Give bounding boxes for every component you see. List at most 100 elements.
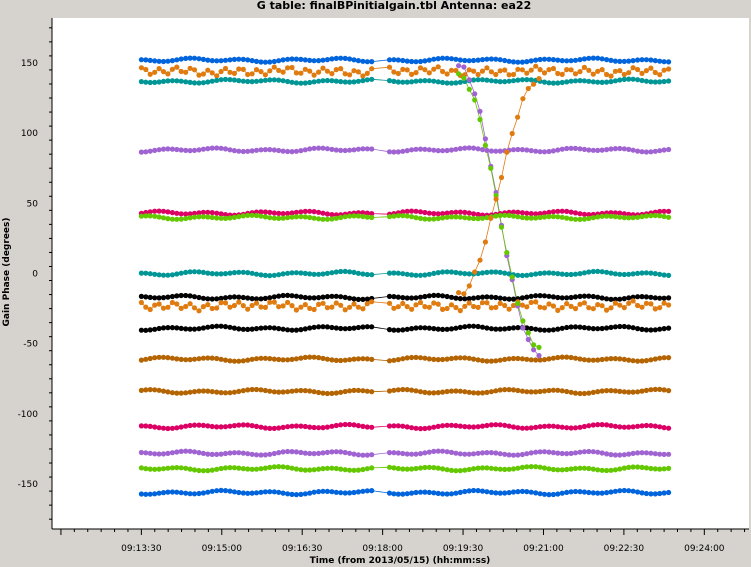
data-point <box>165 325 171 331</box>
data-point <box>466 67 472 73</box>
data-point <box>564 271 570 278</box>
data-point <box>214 488 220 494</box>
data-point <box>617 452 623 458</box>
data-point <box>364 146 370 152</box>
data-point <box>391 213 397 219</box>
data-point <box>502 422 508 428</box>
data-point <box>196 294 202 301</box>
data-point <box>626 357 632 363</box>
y-tick-label: 100 <box>21 129 38 139</box>
data-point <box>169 66 175 72</box>
data-point <box>169 78 175 84</box>
data-point <box>604 325 610 331</box>
data-point <box>404 491 410 497</box>
data-point <box>249 148 255 154</box>
data-point <box>298 70 304 76</box>
data-point <box>329 357 335 363</box>
data-point <box>595 68 601 74</box>
data-point <box>409 326 415 332</box>
data-point <box>227 465 233 471</box>
data-point <box>222 146 229 152</box>
data-point <box>187 55 193 61</box>
data-point <box>426 210 432 216</box>
data-point <box>426 78 432 84</box>
data-point <box>431 424 437 430</box>
data-point <box>391 465 397 471</box>
data-point <box>643 465 650 471</box>
data-point <box>533 464 539 470</box>
data-point <box>635 464 641 470</box>
data-point <box>409 58 415 65</box>
data-point <box>156 387 162 393</box>
data-point <box>595 490 601 496</box>
data-point <box>205 214 211 220</box>
data-point <box>612 356 619 362</box>
data-point <box>493 78 499 84</box>
data-point <box>506 423 512 429</box>
data-point <box>572 324 579 330</box>
data-point <box>462 389 468 395</box>
data-point <box>360 452 366 458</box>
data-point <box>160 466 167 472</box>
data-point <box>666 208 672 214</box>
data-point <box>245 71 251 78</box>
data-point <box>369 211 375 217</box>
data-point <box>338 466 344 472</box>
data-point <box>262 209 268 215</box>
data-point <box>479 450 486 456</box>
data-point <box>249 326 255 332</box>
data-point <box>541 293 548 299</box>
data-point <box>510 355 517 362</box>
data-point <box>293 327 299 333</box>
y-tick-label: 0 <box>32 270 38 280</box>
data-point <box>568 303 574 309</box>
data-point <box>342 388 348 395</box>
data-point <box>231 270 237 276</box>
data-point <box>302 326 308 332</box>
data-point <box>621 296 627 302</box>
data-point <box>302 214 308 220</box>
data-point <box>196 269 202 275</box>
data-point <box>240 56 246 63</box>
data-point <box>568 78 574 84</box>
data-point <box>307 68 313 74</box>
data-point <box>214 389 220 395</box>
data-point <box>249 386 255 393</box>
data-point <box>444 388 450 395</box>
data-point <box>572 425 579 431</box>
data-point <box>200 490 206 496</box>
data-point <box>590 215 596 221</box>
data-point <box>138 65 144 71</box>
data-point <box>652 79 658 85</box>
data-point <box>200 146 206 152</box>
data-point <box>479 390 486 396</box>
data-point <box>533 357 539 363</box>
data-point <box>537 357 543 363</box>
data-point <box>555 491 561 497</box>
data-point <box>271 464 277 470</box>
data-point <box>187 293 193 299</box>
data-point <box>666 295 672 301</box>
data-point <box>329 423 335 429</box>
data-point <box>621 356 627 362</box>
data-point <box>577 465 583 471</box>
data-point <box>285 448 291 455</box>
data-point <box>533 424 539 430</box>
data-point <box>231 302 237 309</box>
data-point <box>205 324 211 330</box>
data-point <box>169 489 175 495</box>
data-point <box>249 296 255 302</box>
data-point <box>550 148 557 154</box>
data-point <box>541 270 548 276</box>
data-point <box>369 299 375 305</box>
data-point <box>311 209 317 215</box>
data-point <box>316 466 322 472</box>
data-point <box>546 327 552 333</box>
data-point <box>479 215 486 221</box>
data-point <box>546 492 552 498</box>
data-point <box>271 299 277 305</box>
data-point <box>564 354 570 360</box>
x-tick-label: 09:18:00 <box>362 544 403 554</box>
data-point <box>612 210 619 216</box>
data-point <box>626 215 632 221</box>
